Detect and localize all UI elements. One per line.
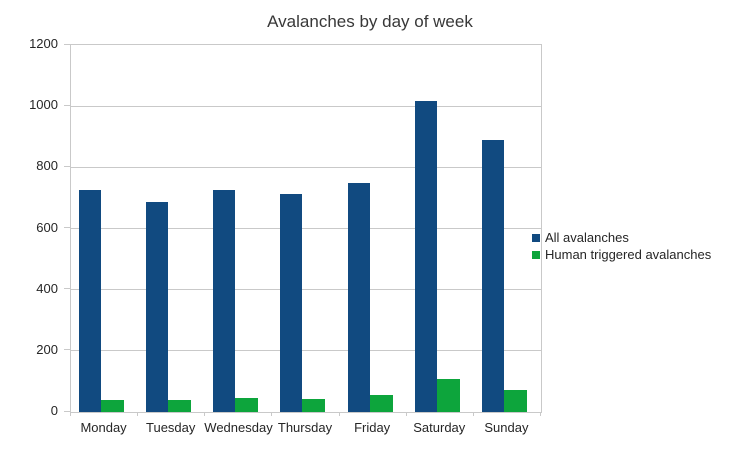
bar-human-triggered-avalanches-saturday — [436, 378, 460, 412]
x-tick-label-saturday: Saturday — [413, 420, 466, 435]
y-tick-mark-200 — [64, 349, 70, 351]
bar-human-triggered-avalanches-thursday — [302, 399, 326, 412]
bar-human-triggered-avalanches-monday — [101, 399, 124, 412]
bar-human-triggered-avalanches-sunday — [503, 389, 527, 412]
y-tick-label-0: 0 — [50, 403, 58, 418]
y-tick-mark-0 — [64, 410, 70, 412]
y-tick-label-400: 400 — [36, 280, 58, 296]
gridline-800 — [71, 166, 541, 168]
x-tick-mark-4 — [338, 412, 340, 416]
bar-all-avalanches-saturday — [414, 100, 437, 412]
legend-swatch-icon — [532, 233, 540, 242]
bar-all-avalanches-sunday — [481, 139, 504, 412]
x-tick-mark-0 — [70, 412, 71, 416]
legend-swatch-icon — [532, 250, 540, 259]
x-tick-label-monday: Monday — [80, 420, 127, 435]
x-tick-label-sunday: Sunday — [484, 420, 529, 435]
x-tick-mark-2 — [204, 412, 206, 416]
y-tick-mark-400 — [64, 288, 70, 290]
x-tick-mark-3 — [271, 412, 273, 416]
gridline-400 — [71, 289, 541, 291]
legend-item-human-triggered-avalanches: Human triggered avalanches — [532, 246, 711, 263]
bar-all-avalanches-wednesday — [213, 189, 236, 412]
legend-item-all-avalanches: All avalanches — [532, 229, 711, 246]
x-tick-mark-end — [540, 412, 541, 416]
plot-area — [70, 44, 542, 413]
gridline-1000 — [71, 105, 541, 107]
y-tick-label-1000: 1000 — [29, 97, 58, 113]
legend-label: All avalanches — [545, 230, 629, 245]
bar-all-avalanches-tuesday — [146, 201, 169, 412]
x-tick-mark-1 — [137, 412, 139, 416]
x-tick-mark-5 — [405, 412, 407, 416]
bar-all-avalanches-friday — [347, 182, 370, 412]
legend: All avalanches Human triggered avalanches — [532, 229, 711, 263]
legend-label: Human triggered avalanches — [545, 247, 712, 262]
bar-all-avalanches-thursday — [280, 194, 303, 412]
bar-human-triggered-avalanches-tuesday — [168, 399, 192, 412]
gridline-200 — [71, 350, 541, 352]
y-tick-label-600: 600 — [36, 219, 58, 235]
x-tick-label-friday: Friday — [354, 420, 391, 435]
y-tick-mark-800 — [64, 165, 70, 167]
y-tick-mark-1000 — [64, 104, 70, 106]
x-tick-label-thursday: Thursday — [277, 420, 333, 435]
bar-human-triggered-avalanches-friday — [369, 395, 393, 412]
chart-title: Avalanches by day of week — [267, 12, 473, 31]
x-tick-mark-6 — [472, 412, 474, 416]
bar-all-avalanches-monday — [79, 190, 101, 412]
y-tick-label-800: 800 — [36, 158, 58, 174]
y-tick-label-200: 200 — [36, 341, 58, 357]
x-tick-label-tuesday: Tuesday — [146, 420, 196, 435]
bar-human-triggered-avalanches-wednesday — [235, 397, 259, 412]
x-tick-label-wednesday: Wednesday — [204, 420, 273, 435]
y-tick-mark-1200 — [64, 43, 70, 45]
y-tick-mark-600 — [64, 227, 70, 228]
y-tick-label-1200: 1200 — [29, 36, 58, 51]
gridline-600 — [71, 228, 541, 229]
